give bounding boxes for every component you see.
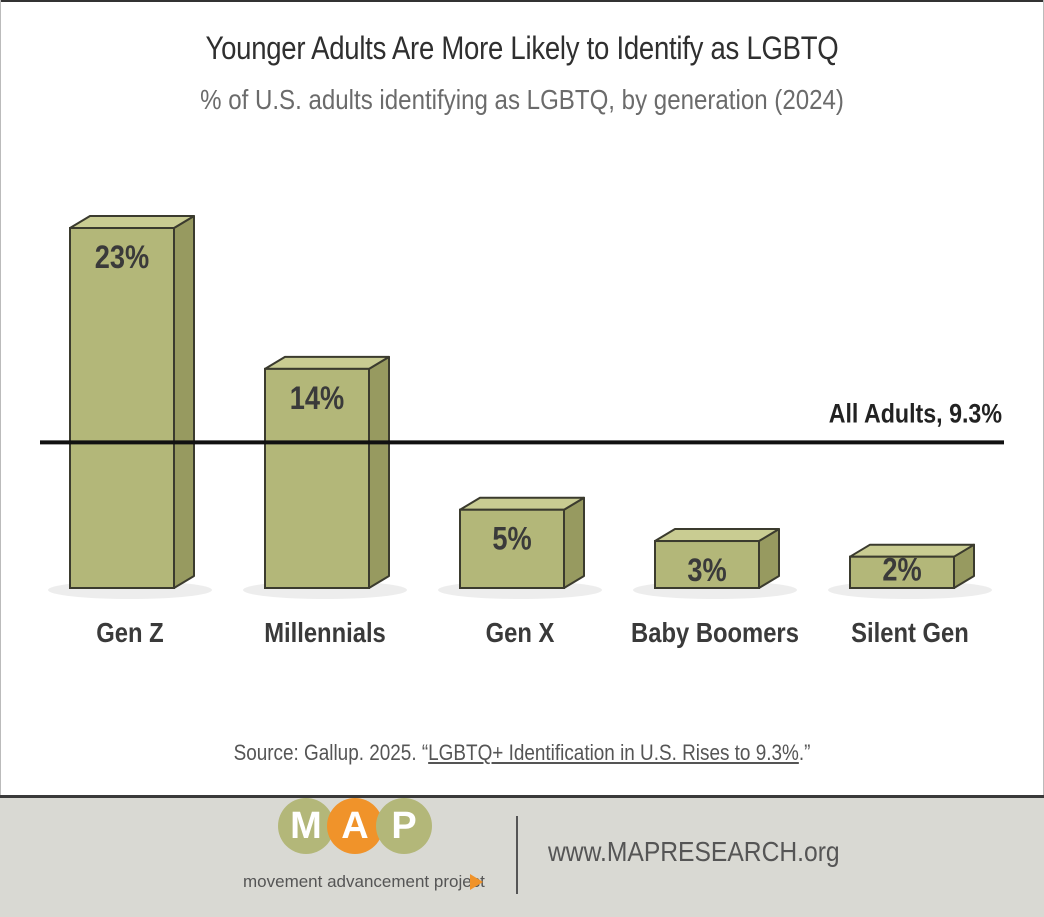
- map-logo-p: P: [376, 798, 432, 854]
- footer-divider: [516, 816, 518, 894]
- bar-value-label: 5%: [492, 522, 531, 558]
- bar-chart: 23% Gen Z 14% Millennials 5% Gen X 3% Baby Boom…: [40, 215, 1004, 648]
- bar-side: [368, 355, 390, 589]
- play-arrow-icon: [470, 874, 483, 890]
- bar-value-label: 14%: [290, 381, 344, 417]
- bar-top: [264, 355, 390, 370]
- bar: [264, 367, 370, 589]
- bar-value-label: 23%: [95, 240, 149, 276]
- bar-side: [173, 215, 195, 589]
- reference-line-label: All Adults, 9.3%: [829, 399, 1002, 429]
- bar: [849, 555, 955, 590]
- bar-top: [69, 215, 195, 229]
- map-logo-a: A: [327, 798, 383, 854]
- footer: M A P movement advancement project www.M…: [0, 795, 1044, 917]
- bar-value-label: 3%: [687, 553, 726, 589]
- bar-top: [459, 496, 585, 511]
- footer-url-link[interactable]: www.MAPRESEARCH.org: [548, 836, 840, 867]
- bar-top: [654, 528, 780, 543]
- logo-tagline: movement advancement project: [243, 872, 485, 891]
- category-label: Silent Gen: [851, 616, 969, 648]
- bar: [69, 227, 175, 589]
- source-prefix: Source: Gallup. 2025. “: [233, 740, 429, 765]
- source-suffix: .”: [798, 740, 811, 765]
- category-label: Millennials: [264, 616, 386, 648]
- map-logo-m: M: [278, 798, 334, 854]
- category-label: Gen X: [486, 616, 555, 648]
- source-note: Source: Gallup. 2025. “LGBTQ+ Identifica…: [73, 740, 971, 766]
- category-label: Baby Boomers: [631, 616, 799, 648]
- top-border: [0, 0, 1044, 2]
- category-label: Gen Z: [96, 616, 164, 648]
- source-link[interactable]: LGBTQ+ Identification in U.S. Rises to 9…: [428, 740, 799, 765]
- left-border: [0, 0, 1, 795]
- bar: [654, 540, 760, 589]
- bar-value-label: 2%: [882, 553, 921, 589]
- bar: [459, 508, 565, 590]
- chart-title: Younger Adults Are More Likely to Identi…: [205, 30, 839, 66]
- chart-subtitle: % of U.S. adults identifying as LGBTQ, b…: [200, 84, 844, 115]
- bar-side: [563, 496, 585, 589]
